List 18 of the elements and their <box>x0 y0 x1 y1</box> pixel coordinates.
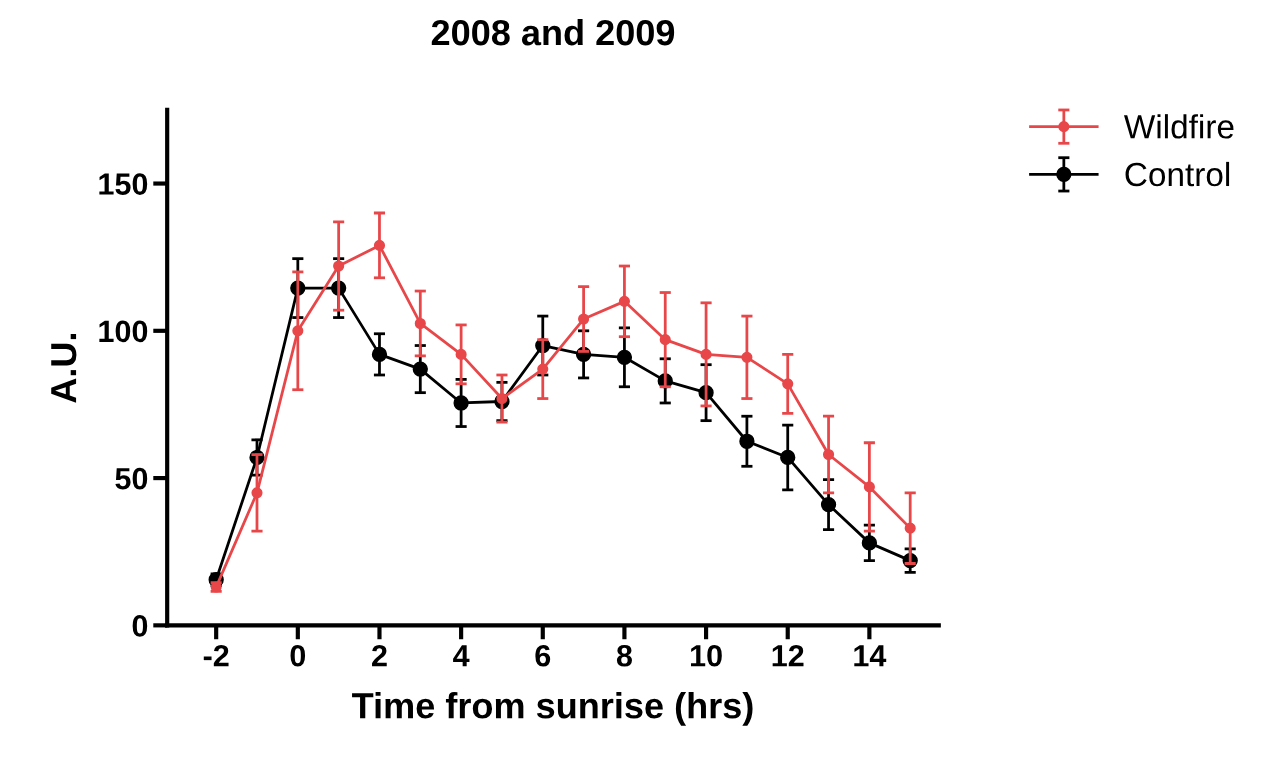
chart-title: 2008 and 2009 <box>431 18 675 46</box>
y-tick-label: 50 <box>115 467 148 490</box>
x-tick-label: 0 <box>290 644 306 667</box>
x-tick-label: 10 <box>691 644 722 667</box>
x-axis-title: Time from sunrise (hrs) <box>352 692 753 726</box>
legend-label: Wildfire <box>1123 114 1234 139</box>
x-tick-label: 6 <box>535 644 551 667</box>
y-axis-title: A.U. <box>51 334 77 403</box>
x-tick-label: 12 <box>772 644 804 667</box>
y-tick-label: 150 <box>99 173 148 195</box>
x-tick-label: 14 <box>854 645 887 667</box>
legend-label: Control <box>1125 161 1230 187</box>
x-tick-label: 8 <box>616 644 632 667</box>
y-tick-label: 100 <box>99 320 148 343</box>
y-tick-label: 0 <box>132 615 148 637</box>
x-tick-label: 2 <box>372 644 387 667</box>
x-tick-label: 4 <box>453 645 470 667</box>
x-tick-label: -2 <box>203 644 229 667</box>
